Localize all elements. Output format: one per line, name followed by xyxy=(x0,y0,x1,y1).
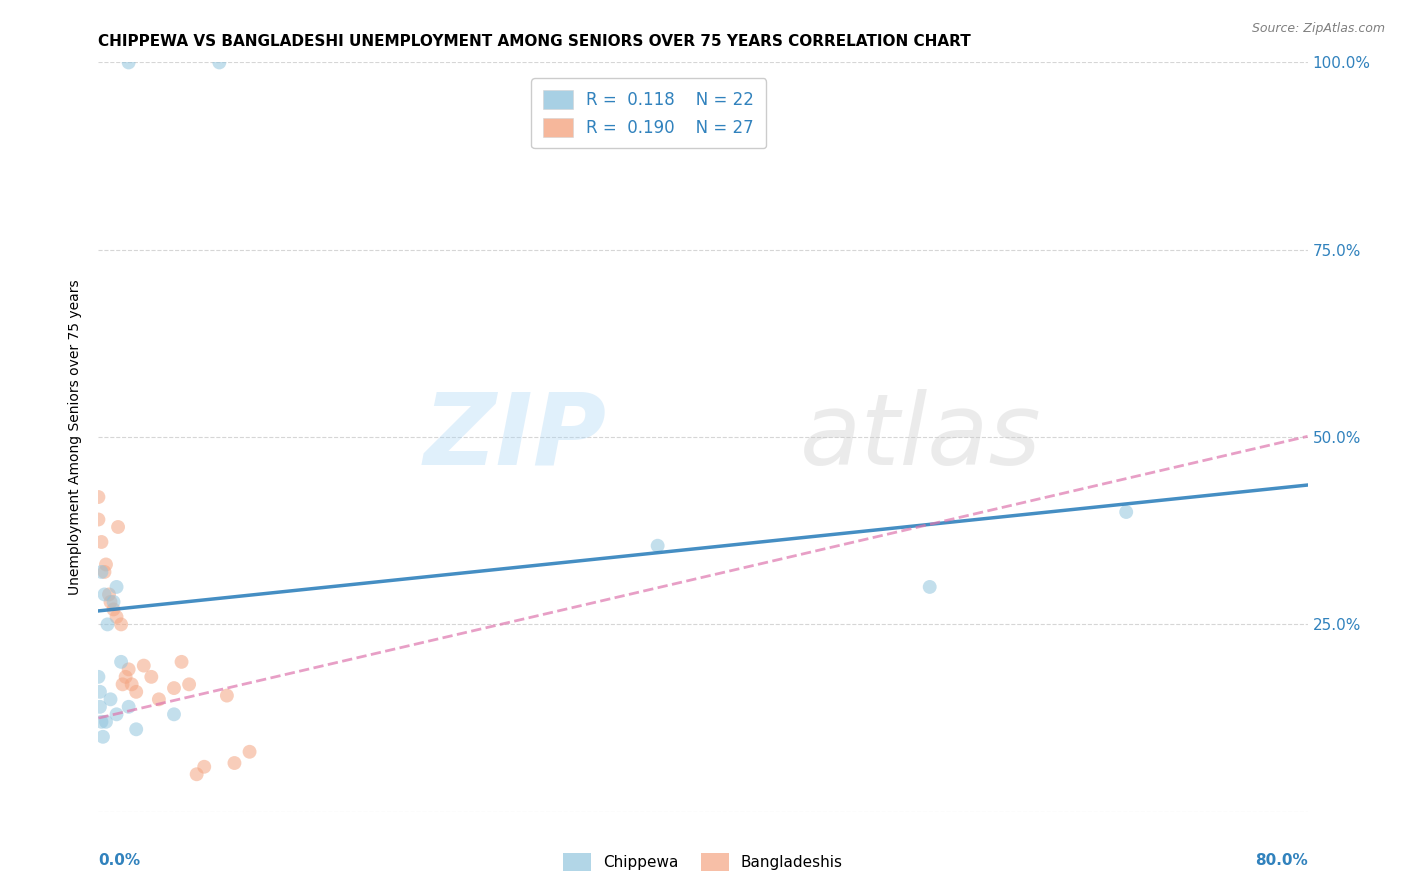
Point xyxy=(141,670,163,684)
Point xyxy=(111,677,134,691)
Point xyxy=(90,565,112,579)
Point xyxy=(118,55,141,70)
Point xyxy=(647,539,669,553)
Point xyxy=(93,565,115,579)
Point xyxy=(105,610,128,624)
Point xyxy=(208,55,231,70)
Point xyxy=(163,681,186,695)
Point xyxy=(179,677,201,691)
Point xyxy=(100,692,122,706)
Point xyxy=(224,756,246,770)
Text: Source: ZipAtlas.com: Source: ZipAtlas.com xyxy=(1251,22,1385,36)
Point xyxy=(91,730,114,744)
Point xyxy=(215,689,238,703)
Point xyxy=(110,617,132,632)
Point xyxy=(163,707,186,722)
Text: 0.0%: 0.0% xyxy=(98,853,141,868)
Point xyxy=(239,745,262,759)
Y-axis label: Unemployment Among Seniors over 75 years: Unemployment Among Seniors over 75 years xyxy=(69,279,83,595)
Point xyxy=(148,692,170,706)
Point xyxy=(1115,505,1137,519)
Point xyxy=(118,662,141,676)
Point xyxy=(193,760,215,774)
Text: 80.0%: 80.0% xyxy=(1254,853,1308,868)
Point xyxy=(87,490,110,504)
Point xyxy=(90,714,112,729)
Point xyxy=(125,723,148,737)
Point xyxy=(94,558,117,572)
Text: ZIP: ZIP xyxy=(423,389,606,485)
Point xyxy=(125,685,148,699)
Point xyxy=(93,587,115,601)
Point xyxy=(170,655,193,669)
Point xyxy=(114,670,136,684)
Point xyxy=(186,767,208,781)
Point xyxy=(105,707,128,722)
Point xyxy=(96,617,118,632)
Point xyxy=(89,685,111,699)
Point xyxy=(94,714,117,729)
Point xyxy=(103,602,125,616)
Point xyxy=(132,658,155,673)
Point xyxy=(105,580,128,594)
Point xyxy=(90,535,112,549)
Point xyxy=(87,670,110,684)
Text: atlas: atlas xyxy=(800,389,1042,485)
Point xyxy=(98,587,121,601)
Point xyxy=(103,595,125,609)
Legend: R =  0.118    N = 22, R =  0.190    N = 27: R = 0.118 N = 22, R = 0.190 N = 27 xyxy=(531,78,766,148)
Text: CHIPPEWA VS BANGLADESHI UNEMPLOYMENT AMONG SENIORS OVER 75 YEARS CORRELATION CHA: CHIPPEWA VS BANGLADESHI UNEMPLOYMENT AMO… xyxy=(98,34,972,49)
Point xyxy=(110,655,132,669)
Point xyxy=(87,512,110,526)
Point xyxy=(918,580,941,594)
Point xyxy=(121,677,143,691)
Point xyxy=(107,520,129,534)
Point xyxy=(100,595,122,609)
Point xyxy=(118,699,141,714)
Point xyxy=(89,699,111,714)
Legend: Chippewa, Bangladeshis: Chippewa, Bangladeshis xyxy=(557,847,849,877)
